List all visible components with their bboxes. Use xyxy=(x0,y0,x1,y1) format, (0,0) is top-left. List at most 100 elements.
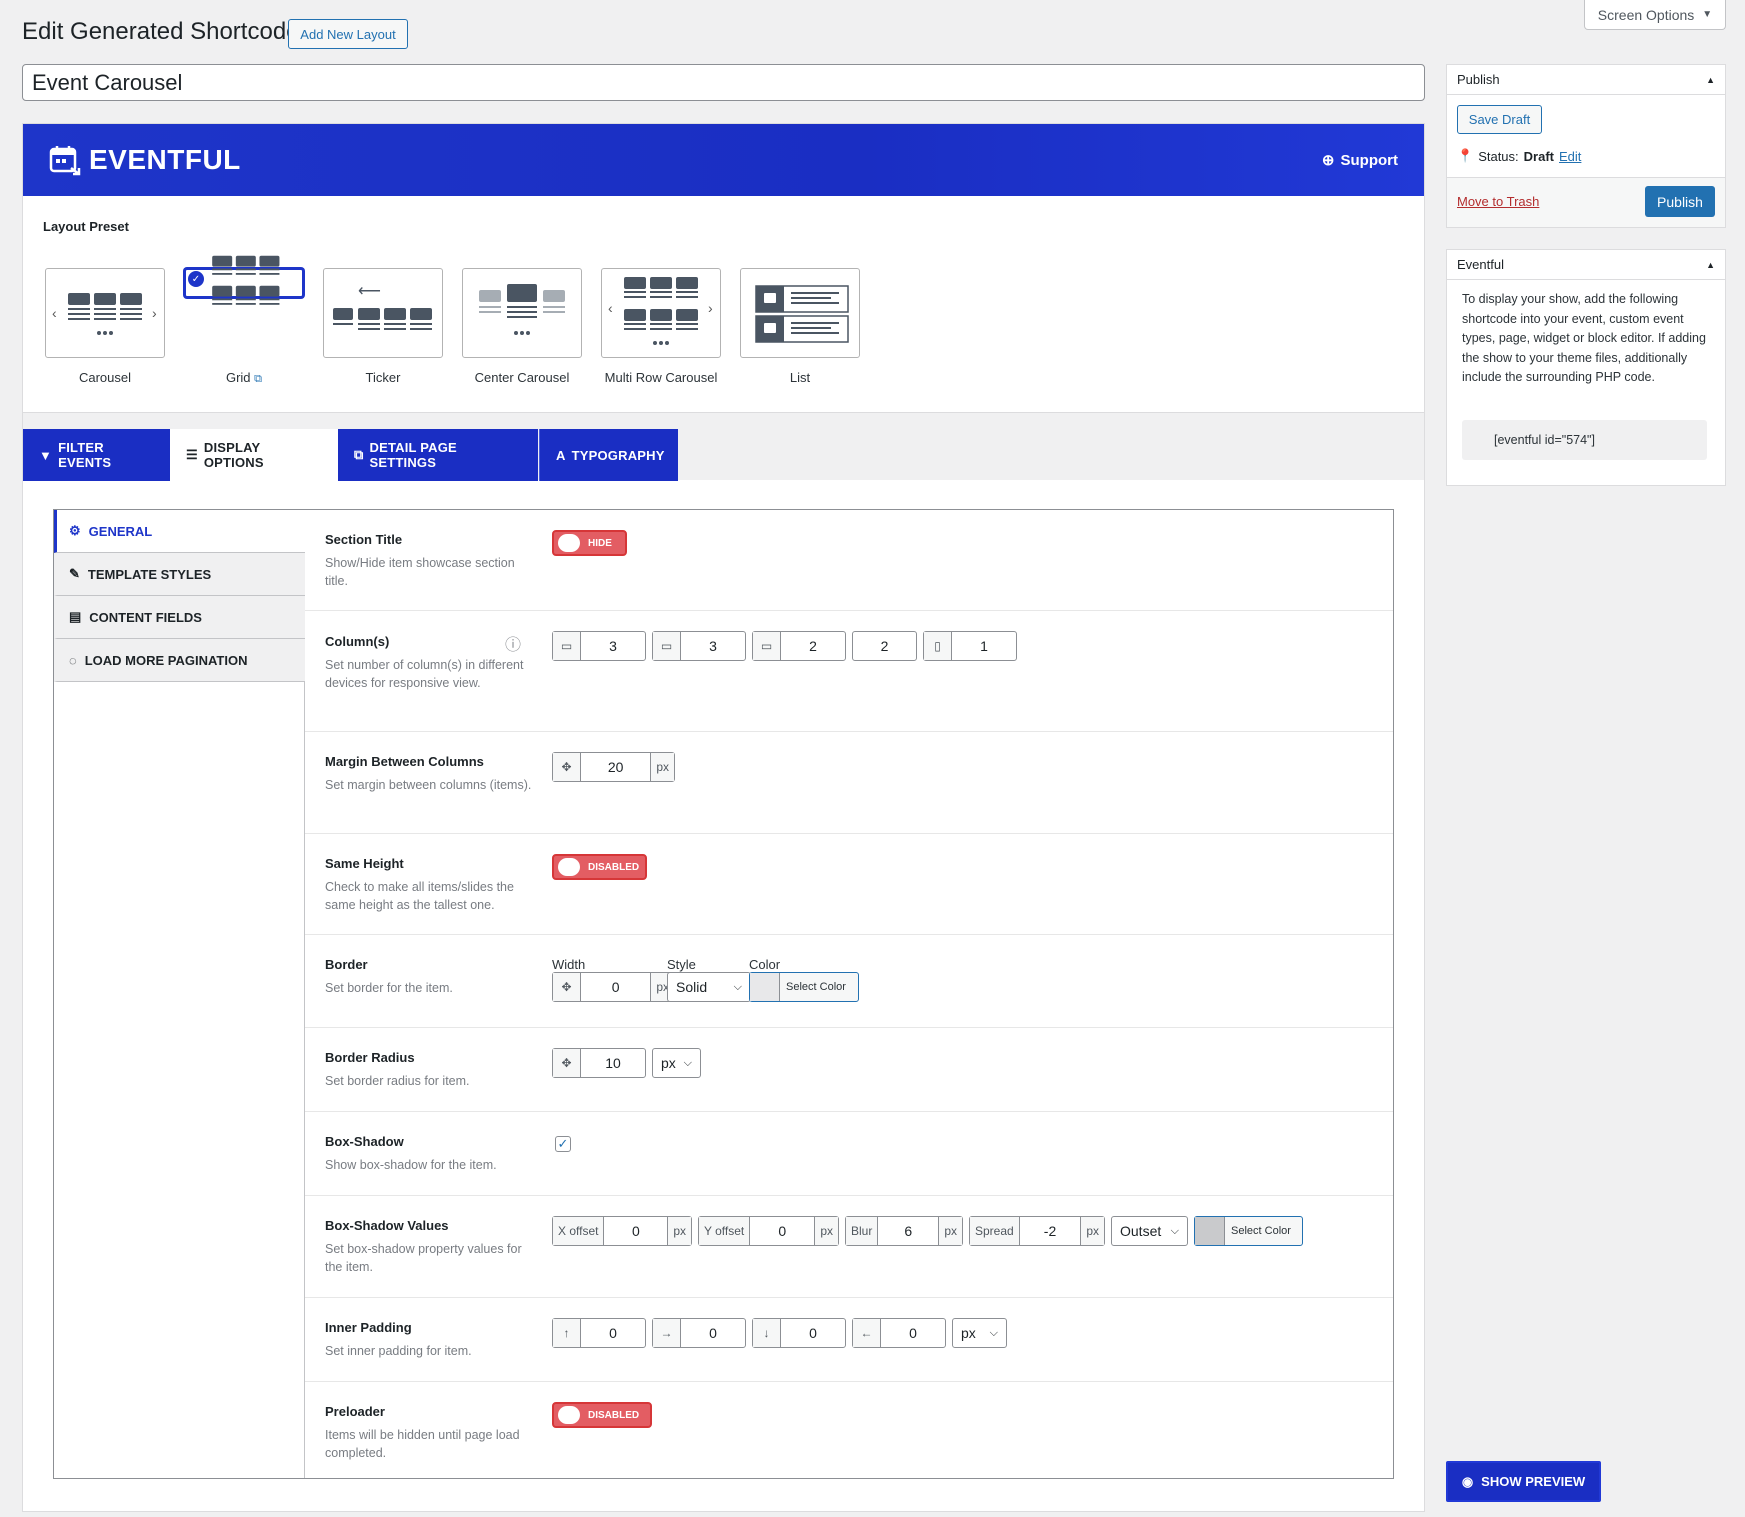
ticker-preset-icon: ⟵ xyxy=(333,283,432,330)
border-width-input[interactable]: ✥ 0 px xyxy=(552,972,675,1002)
publish-box: Publish ▲ Save Draft 📍 Status: Draft Edit … xyxy=(1446,64,1726,228)
color-swatch xyxy=(1195,1217,1225,1245)
setting-desc: Set border for the item. xyxy=(325,981,453,995)
preset-label-grid: Grid ⧉ xyxy=(225,370,263,385)
section-title-toggle[interactable]: HIDE xyxy=(552,530,627,556)
border-color-picker[interactable]: Select Color xyxy=(749,972,859,1002)
padding-right-input[interactable]: → 0 xyxy=(652,1318,746,1348)
setting-row-border-radius: Border Radius Set border radius for item… xyxy=(305,1028,1393,1112)
info-icon[interactable]: ⓘ xyxy=(505,637,522,654)
large-desktop-icon: ▭ xyxy=(553,632,581,660)
padding-top-input[interactable]: ↑ 0 xyxy=(552,1318,646,1348)
shadow-y-input[interactable]: Y offset 0 px xyxy=(698,1216,839,1246)
setting-desc: Items will be hidden until page load com… xyxy=(325,1428,520,1460)
border-style-select[interactable]: Solid ⌵ xyxy=(667,972,751,1002)
eventful-box-header[interactable]: Eventful ▲ xyxy=(1447,250,1725,280)
side-nav-content-fields[interactable]: ▤ CONTENT FIELDS xyxy=(54,596,305,639)
preset-list[interactable] xyxy=(740,268,860,358)
add-new-layout-button[interactable]: Add New Layout xyxy=(288,19,408,49)
tab-filter-events[interactable]: ▼ FILTER EVENTS xyxy=(23,429,170,481)
shadow-color-picker[interactable]: Select Color xyxy=(1194,1216,1303,1246)
columns-mobile-input[interactable]: ▯ 1 xyxy=(923,631,1017,661)
lifebuoy-icon: ⊕ xyxy=(1321,152,1335,169)
shadow-type-select[interactable]: Outset ⌵ xyxy=(1111,1216,1188,1246)
tab-display-options[interactable]: ☰ DISPLAY OPTIONS xyxy=(170,429,338,481)
eventful-shortcode-box: Eventful ▲ To display your show, add the … xyxy=(1446,249,1726,486)
gears-icon: ⚙ xyxy=(69,523,81,538)
save-draft-button[interactable]: Save Draft xyxy=(1457,105,1542,134)
show-preview-button[interactable]: ◉ SHOW PREVIEW xyxy=(1446,1461,1601,1502)
eventful-logo: EVENTFUL xyxy=(49,144,241,176)
chevron-down-icon: ⌵ xyxy=(989,1326,998,1339)
setting-title: Same Height xyxy=(325,856,404,871)
side-nav-template-styles[interactable]: ✎ TEMPLATE STYLES xyxy=(54,553,305,596)
list-icon: ☰ xyxy=(186,447,198,462)
box-shadow-checkbox[interactable]: ✓ xyxy=(555,1136,571,1152)
columns-desktop-large-input[interactable]: ▭ 3 xyxy=(552,631,646,661)
svg-text:⟵: ⟵ xyxy=(358,283,381,300)
logo-text: EVENTFUL xyxy=(89,144,241,175)
svg-text:‹: ‹ xyxy=(52,305,57,321)
tab-typography[interactable]: A TYPOGRAPHY xyxy=(539,429,678,481)
eye-icon: ◉ xyxy=(1461,1473,1474,1489)
preset-ticker[interactable]: ⟵ xyxy=(323,268,443,358)
arrow-left-icon: ← xyxy=(853,1319,881,1347)
preset-carousel[interactable]: ‹ › xyxy=(45,268,165,358)
border-radius-input[interactable]: ✥ 10 xyxy=(552,1048,646,1078)
columns-tablet-input[interactable]: 2 xyxy=(852,631,917,661)
filter-icon: ▼ xyxy=(39,447,53,463)
chevron-down-icon: ⌵ xyxy=(683,1056,692,1069)
color-swatch xyxy=(750,973,780,1001)
side-nav-load-more-pagination[interactable]: ◌ LOAD MORE PAGINATION xyxy=(54,639,305,682)
svg-text:‹: ‹ xyxy=(608,300,613,316)
chevron-down-icon: ⌵ xyxy=(733,980,742,993)
padding-unit-select[interactable]: px ⌵ xyxy=(952,1318,1007,1348)
caret-down-icon: ▼ xyxy=(1702,9,1713,20)
publish-box-header[interactable]: Publish ▲ xyxy=(1447,65,1725,95)
screen-options-button[interactable]: Screen Options ▼ xyxy=(1584,0,1726,30)
center-carousel-preset-icon xyxy=(479,284,565,335)
setting-row-same-height: Same Height Check to make all items/slid… xyxy=(305,834,1393,935)
setting-desc: Set box-shadow property values for the i… xyxy=(325,1242,522,1274)
move-to-trash-link[interactable]: Move to Trash xyxy=(1457,194,1540,209)
preset-center-carousel[interactable] xyxy=(462,268,582,358)
preloader-toggle[interactable]: DISABLED xyxy=(552,1402,652,1428)
setting-title: Box-Shadow xyxy=(325,1134,404,1149)
border-style-label: Style xyxy=(667,957,696,972)
setting-title: Border xyxy=(325,957,368,972)
shadow-spread-input[interactable]: Spread -2 px xyxy=(969,1216,1105,1246)
border-radius-unit-select[interactable]: px ⌵ xyxy=(652,1048,701,1078)
shadow-blur-input[interactable]: Blur 6 px xyxy=(845,1216,963,1246)
setting-row-preloader: Preloader Items will be hidden until pag… xyxy=(305,1382,1393,1478)
support-link[interactable]: ⊕ Support xyxy=(1321,151,1398,170)
tab-detail-page-settings[interactable]: ⧉ DETAIL PAGE SETTINGS xyxy=(338,429,538,481)
publish-button[interactable]: Publish xyxy=(1645,186,1715,217)
preset-multi-row-carousel[interactable]: ‹ › xyxy=(601,268,721,358)
setting-row-border: Border Set border for the item. Width St… xyxy=(305,935,1393,1028)
shortcode-instructions: To display your show, add the following … xyxy=(1462,292,1706,384)
setting-desc: Show box-shadow for the item. xyxy=(325,1158,497,1172)
svg-text:›: › xyxy=(708,300,713,316)
setting-title: Border Radius xyxy=(325,1050,415,1065)
toggle-knob xyxy=(558,858,580,876)
same-height-toggle[interactable]: DISABLED xyxy=(552,854,647,880)
setting-row-columns: Column(s) ⓘ Set number of column(s) in d… xyxy=(305,611,1393,732)
shadow-x-input[interactable]: X offset 0 px xyxy=(552,1216,692,1246)
padding-bottom-input[interactable]: ↓ 0 xyxy=(752,1318,846,1348)
setting-title: Inner Padding xyxy=(325,1320,412,1335)
preset-label-center-carousel: Center Carousel xyxy=(474,370,570,385)
caret-up-icon: ▲ xyxy=(1706,74,1715,85)
setting-row-inner-padding: Inner Padding Set inner padding for item… xyxy=(305,1298,1393,1382)
status-edit-link[interactable]: Edit xyxy=(1559,148,1582,164)
shortcode-display[interactable]: [eventful id="574"] xyxy=(1462,420,1707,460)
page-title: Edit Generated Shortcode xyxy=(22,18,300,45)
preset-grid[interactable]: ✓ xyxy=(184,255,304,305)
publish-actions: Move to Trash Publish xyxy=(1447,177,1725,227)
margin-input[interactable]: ✥ 20 px xyxy=(552,752,675,782)
columns-desktop-input[interactable]: ▭ 3 xyxy=(652,631,746,661)
padding-left-input[interactable]: ← 0 xyxy=(852,1318,946,1348)
post-title-input[interactable]: Event Carousel xyxy=(22,64,1425,101)
chevron-down-icon: ⌵ xyxy=(1170,1224,1179,1237)
side-nav-general[interactable]: ⚙ GENERAL xyxy=(54,510,305,553)
columns-laptop-input[interactable]: ▭ 2 xyxy=(752,631,846,661)
